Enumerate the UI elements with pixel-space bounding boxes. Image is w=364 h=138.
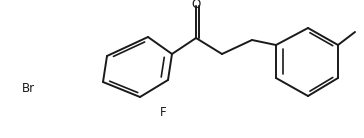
Text: Br: Br bbox=[21, 82, 35, 95]
Text: O: O bbox=[191, 0, 201, 11]
Text: F: F bbox=[160, 107, 166, 120]
